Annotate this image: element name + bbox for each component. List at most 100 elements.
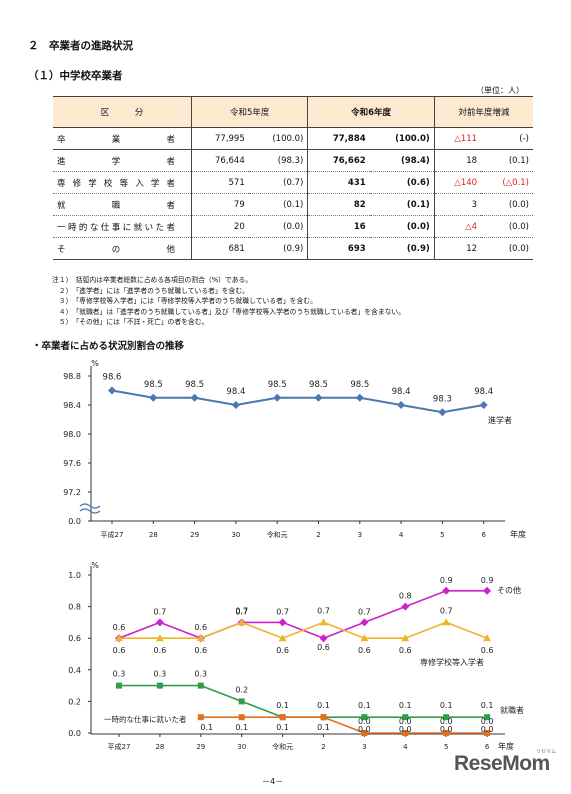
- x-tick-label: 4: [399, 531, 404, 539]
- data-label: 98.4: [474, 387, 493, 397]
- diff-percent: (0.0): [481, 193, 533, 216]
- table-row: 就職者 79 (0.1) 82 (0.1) 3 (0.0): [53, 193, 533, 216]
- data-point: [483, 586, 492, 595]
- data-label: 0.2: [235, 685, 248, 694]
- data-point: [197, 682, 204, 689]
- data-label: 0.1: [276, 701, 289, 710]
- footnote: ５） 「その他」には「不詳・死亡」の者を含む。: [52, 318, 209, 327]
- diff-percent: (0.1): [481, 149, 533, 172]
- data-point: [238, 714, 245, 721]
- series-line: [119, 621, 488, 640]
- r5-percent: (100.0): [248, 127, 309, 150]
- series-label: 専修学校等入学者: [420, 657, 484, 667]
- table-row: 進学者 76,644 (98.3) 76,662 (98.4) 18 (0.1): [53, 149, 533, 172]
- header-diff: 対前年度増減: [434, 96, 533, 128]
- y-tick-label: 0.0: [68, 729, 81, 738]
- data-label: 0.7: [440, 606, 453, 615]
- data-point: [314, 393, 323, 402]
- data-point: [278, 634, 287, 642]
- diff-count: △140: [434, 171, 482, 194]
- y-tick-label: 1.0: [68, 571, 81, 580]
- r6-percent: (0.6): [369, 171, 435, 194]
- page-number: －4－: [262, 777, 284, 786]
- data-point: [190, 393, 199, 402]
- series-label: 就職者: [500, 705, 524, 715]
- r5-count: 681: [191, 237, 249, 260]
- data-label: 0.6: [113, 623, 126, 632]
- data-point: [483, 634, 492, 642]
- r5-percent: (98.3): [248, 149, 309, 172]
- data-label: 0.0: [399, 725, 412, 734]
- r5-count: 571: [191, 171, 249, 194]
- r5-count: 20: [191, 215, 249, 238]
- data-point: [484, 714, 491, 721]
- diff-percent: (-): [481, 127, 533, 150]
- data-label: 0.7: [154, 607, 167, 616]
- r6-count: 77,884: [307, 127, 370, 150]
- r6-percent: (0.0): [369, 215, 435, 238]
- subsection-title: （１）中学校卒業者: [28, 70, 123, 82]
- data-point: [319, 618, 328, 626]
- data-point: [197, 714, 204, 721]
- data-point: [115, 634, 123, 642]
- x-tick-label: 28: [155, 743, 164, 751]
- data-label: 0.7: [235, 607, 248, 616]
- table-row: その他 681 (0.9) 693 (0.9) 12 (0.0): [53, 237, 533, 260]
- x-tick-label: 30: [231, 531, 240, 539]
- series-line: [200, 716, 488, 734]
- x-axis-label: 年度: [510, 529, 526, 539]
- data-point: [355, 393, 364, 402]
- unit-note: （単位：人）: [476, 86, 524, 95]
- x-tick-label: 令和元: [272, 742, 293, 751]
- y-tick-label: 97.2: [63, 488, 81, 497]
- data-point: [360, 618, 369, 627]
- data-label: 0.0: [440, 725, 453, 734]
- axis-break: [79, 503, 101, 514]
- data-label: 98.4: [392, 387, 411, 397]
- data-point: [401, 634, 410, 642]
- row-label: その他: [53, 237, 192, 260]
- r5-percent: (0.7): [248, 171, 309, 194]
- data-label: 98.5: [144, 380, 163, 390]
- data-label: 0.1: [200, 723, 213, 732]
- data-point: [155, 618, 164, 627]
- r6-count: 82: [307, 193, 370, 216]
- footnote: ３） 「専修学校等入学者」には「専修学校等入学者のうち就職している者」を含む。: [52, 297, 317, 306]
- x-tick-label: 28: [149, 531, 158, 539]
- data-label: 0.7: [235, 606, 248, 615]
- y-tick-label: 98.8: [63, 372, 81, 381]
- data-label: 0.6: [276, 646, 289, 655]
- table-row: 専修学校等入学者 571 (0.7) 431 (0.6) △140 (△0.1): [53, 171, 533, 194]
- x-tick-label: 5: [444, 743, 448, 751]
- r5-percent: (0.9): [248, 237, 309, 260]
- row-label-text: その他: [57, 244, 175, 255]
- header-r5: 令和5年度: [191, 96, 309, 128]
- x-tick-label: 令和元: [267, 530, 288, 539]
- data-label: 0.1: [276, 723, 289, 732]
- x-tick-label: 6: [481, 531, 486, 539]
- row-label: 一時的な仕事に就いた者: [53, 215, 192, 238]
- r5-percent: (0.1): [248, 193, 309, 216]
- data-point: [155, 634, 164, 642]
- data-point: [361, 714, 368, 721]
- data-point: [360, 634, 369, 642]
- data-label: 0.1: [317, 723, 330, 732]
- graduates-table: 区 分 令和5年度 令和6年度 対前年度増減 卒業者 77,995 (100.0) 7…: [53, 96, 533, 260]
- row-label-text: 卒業者: [57, 134, 175, 145]
- footnote: ４） 「就職者」は「進学者のうち就職している者」及び「専修学校等入学者のうち就職…: [52, 307, 406, 316]
- y-unit-label: %: [91, 561, 99, 570]
- data-point: [402, 714, 409, 721]
- data-label: 98.3: [433, 394, 452, 404]
- y-tick-label: 97.6: [63, 459, 81, 468]
- data-point: [438, 408, 447, 417]
- r6-count: 693: [307, 237, 370, 260]
- data-point: [156, 682, 163, 689]
- data-label: 0.6: [194, 646, 207, 655]
- diff-percent: (0.0): [481, 237, 533, 260]
- diff-percent: (0.0): [481, 215, 533, 238]
- r6-count: 16: [307, 215, 370, 238]
- diff-count: 18: [434, 149, 482, 172]
- diff-count: 3: [434, 193, 482, 216]
- data-label: 0.3: [154, 670, 167, 679]
